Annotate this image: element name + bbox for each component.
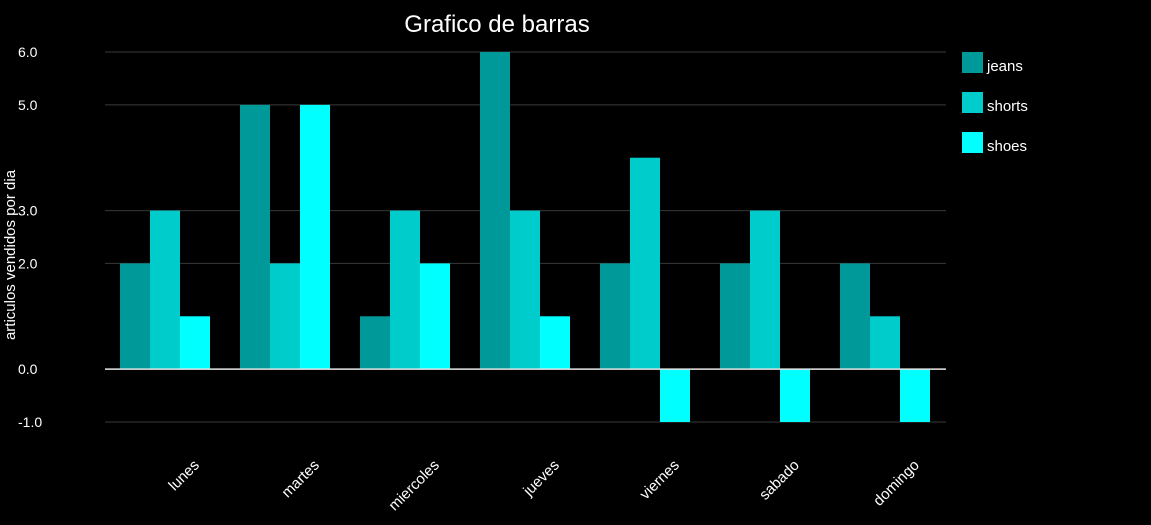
y-tick-label: 0.0 (18, 361, 38, 377)
bar-shoes-jueves (540, 316, 570, 370)
bar-jeans-martes (240, 104, 270, 370)
y-tick-label: 3.0 (18, 203, 38, 219)
bar-jeans-miercoles (360, 316, 390, 370)
bar-shoes-lunes (180, 316, 210, 370)
bar-shoes-miercoles (420, 263, 450, 370)
legend-label-shoes: shoes (987, 138, 1027, 155)
legend-swatch-shoes (962, 132, 983, 153)
legend-label-shorts: shorts (987, 98, 1028, 115)
legend-label-jeans: jeans (986, 58, 1023, 75)
bar-jeans-viernes (600, 263, 630, 370)
bar-shoes-martes (300, 104, 330, 370)
bar-jeans-jueves (480, 52, 510, 370)
y-tick-label: 6.0 (18, 44, 38, 60)
bars (120, 52, 930, 422)
legend: jeans shorts shoes (962, 52, 1028, 155)
bar-shorts-viernes (630, 157, 660, 370)
bar-jeans-lunes (120, 263, 150, 370)
bar-shoes-viernes (660, 369, 690, 422)
bar-shorts-miercoles (390, 210, 420, 370)
bar-shorts-martes (270, 263, 300, 370)
bar-shoes-domingo (900, 369, 930, 422)
chart-title: Grafico de barras (404, 11, 589, 38)
legend-swatch-jeans (962, 52, 983, 73)
bar-shorts-sabado (750, 210, 780, 370)
y-tick-label: -1.0 (18, 414, 42, 430)
bar-jeans-domingo (840, 263, 870, 370)
bar-shorts-domingo (870, 316, 900, 370)
bar-jeans-sabado (720, 263, 750, 370)
legend-swatch-shorts (962, 92, 983, 113)
y-axis-label: articulos vendidos por dia (2, 169, 19, 340)
bar-shorts-jueves (510, 210, 540, 370)
y-tick-label: 2.0 (18, 255, 38, 271)
bar-shorts-lunes (150, 210, 180, 370)
y-tick-labels: -1.0 0.0 2.0 3.0 5.0 6.0 (18, 44, 42, 430)
y-tick-label: 5.0 (18, 97, 38, 113)
bar-shoes-sabado (780, 369, 810, 422)
